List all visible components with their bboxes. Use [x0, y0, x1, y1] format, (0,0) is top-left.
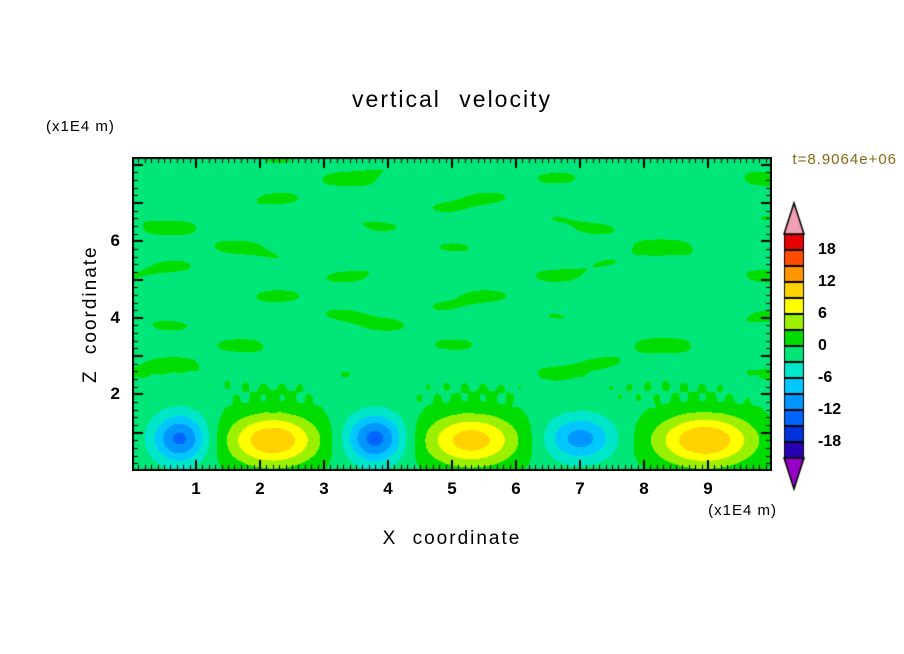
timestamp-label: t=8.9064e+06 — [792, 151, 897, 168]
colorbar-label: -18 — [818, 433, 842, 450]
x-tick-label: 5 — [447, 479, 457, 498]
y-tick-label: 6 — [110, 231, 120, 251]
colorbar-label: -6 — [818, 369, 833, 386]
colorbar-label: 12 — [818, 273, 836, 290]
colorbar-label: 6 — [818, 305, 827, 322]
x-tick-label: 2 — [255, 479, 265, 498]
x-tick-label: 6 — [511, 479, 521, 498]
y-axis-unit: (x1E4 m) — [46, 118, 115, 135]
x-tick-label: 1 — [191, 479, 201, 498]
contour-field-canvas — [132, 157, 772, 471]
colorbar-label: -12 — [818, 401, 842, 418]
x-tick-label: 4 — [383, 479, 393, 498]
x-axis-unit: (x1E4 m) — [708, 502, 777, 519]
colorbar-label: 18 — [818, 241, 836, 258]
page-title: vertical velocity — [352, 86, 552, 112]
x-tick-label: 7 — [575, 479, 585, 498]
x-tick-label: 9 — [703, 479, 713, 498]
colorbar — [780, 200, 814, 496]
x-tick-label: 8 — [639, 479, 649, 498]
y-tick-label: 2 — [110, 384, 120, 404]
x-axis-label: X coordinate — [382, 528, 522, 549]
x-tick-label: 3 — [319, 479, 329, 498]
colorbar-label: 0 — [818, 337, 827, 354]
y-tick-label: 4 — [110, 307, 120, 327]
